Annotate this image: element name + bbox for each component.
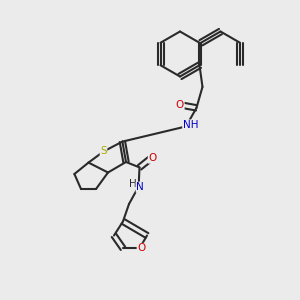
Text: S: S [100,146,107,157]
Text: N: N [136,182,144,192]
Text: O: O [137,243,146,254]
Text: NH: NH [183,120,198,130]
Text: O: O [176,100,184,110]
Text: H: H [129,179,137,189]
Text: O: O [148,153,157,163]
